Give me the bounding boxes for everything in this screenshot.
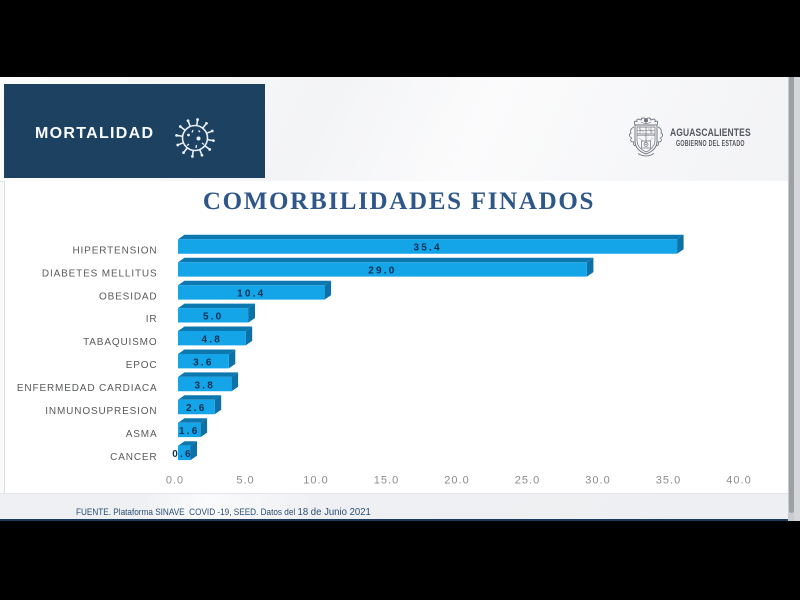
svg-text:DIABETES MELLITUS: DIABETES MELLITUS bbox=[42, 268, 158, 279]
svg-text:29.0: 29.0 bbox=[368, 266, 396, 277]
svg-text:25.0: 25.0 bbox=[515, 475, 540, 487]
svg-text:ENFERMEDAD CARDIACA: ENFERMEDAD CARDIACA bbox=[17, 383, 158, 394]
svg-text:CANCER: CANCER bbox=[110, 452, 157, 463]
svg-text:3.6: 3.6 bbox=[193, 357, 214, 368]
svg-text:30.0: 30.0 bbox=[585, 475, 610, 487]
svg-text:20.0: 20.0 bbox=[444, 475, 469, 487]
svg-text:HIPERTENSION: HIPERTENSION bbox=[72, 245, 157, 256]
svg-text:40.0: 40.0 bbox=[726, 475, 751, 487]
svg-text:15.0: 15.0 bbox=[374, 475, 399, 487]
svg-text:INMUNOSUPRESION: INMUNOSUPRESION bbox=[45, 406, 157, 417]
svg-text:10.0: 10.0 bbox=[303, 475, 328, 487]
svg-text:EPOC: EPOC bbox=[126, 360, 158, 371]
svg-text:3.8: 3.8 bbox=[195, 380, 216, 391]
svg-text:35.4: 35.4 bbox=[413, 243, 441, 254]
svg-text:IR: IR bbox=[146, 314, 158, 325]
svg-text:ASMA: ASMA bbox=[126, 429, 158, 440]
svg-text:4.8: 4.8 bbox=[202, 334, 223, 345]
svg-text:5.0: 5.0 bbox=[236, 475, 254, 487]
svg-text:35.0: 35.0 bbox=[656, 475, 681, 487]
svg-text:OBESIDAD: OBESIDAD bbox=[99, 291, 157, 302]
svg-text:10.4: 10.4 bbox=[237, 289, 265, 300]
svg-text:5.0: 5.0 bbox=[203, 312, 224, 323]
svg-text:1.6: 1.6 bbox=[179, 426, 200, 437]
svg-text:0.0: 0.0 bbox=[166, 475, 184, 487]
svg-text:0.6: 0.6 bbox=[172, 449, 193, 460]
svg-text:2.6: 2.6 bbox=[186, 403, 207, 414]
svg-text:TABAQUISMO: TABAQUISMO bbox=[83, 337, 157, 348]
